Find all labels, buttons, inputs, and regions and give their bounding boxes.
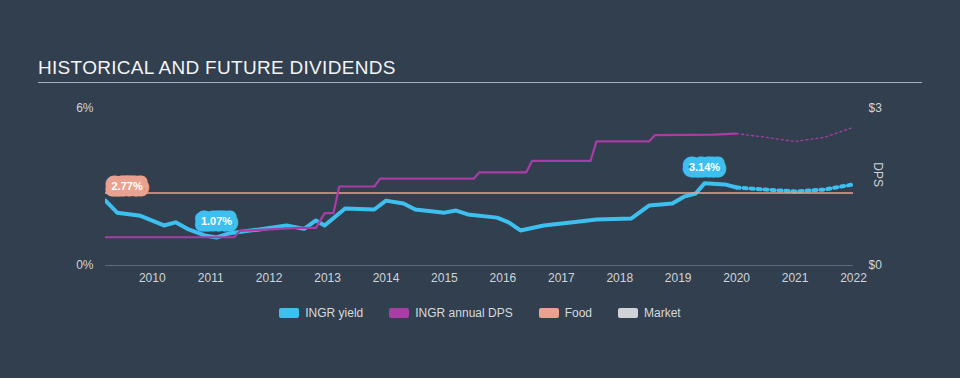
svg-text:2014: 2014 [373,271,400,285]
svg-text:$0: $0 [869,258,883,272]
svg-text:$3: $3 [869,101,883,115]
html-text:Food: Food [564,306,592,320]
svg-text:2017: 2017 [548,271,575,285]
svg-text:6%: 6% [76,101,94,115]
svg-text:3.14%: 3.14% [689,161,720,173]
svg-text:2018: 2018 [606,271,633,285]
svg-text:2022: 2022 [840,271,867,285]
svg-text:2011: 2011 [198,271,224,285]
svg-text:0%: 0% [76,258,94,272]
svg-text:2016: 2016 [490,271,517,285]
svg-text:1.07%: 1.07% [201,215,232,227]
svg-text:DPS: DPS [871,162,885,187]
svg-text:2010: 2010 [139,271,166,285]
svg-text:2019: 2019 [665,271,692,285]
svg-text:2013: 2013 [314,271,341,285]
svg-text:2012: 2012 [256,271,283,285]
svg-text:2015: 2015 [431,271,458,285]
svg-text:2020: 2020 [723,271,750,285]
html-text:INGR yield: INGR yield [305,306,364,320]
svg-text:2.77%: 2.77% [112,180,143,192]
html-text:Market: Market [644,306,681,320]
svg-text:2021: 2021 [782,271,809,285]
html-text:HISTORICAL AND FUTURE DIVIDEND: HISTORICAL AND FUTURE DIVIDENDS [38,57,396,78]
html-text:INGR annual DPS: INGR annual DPS [415,306,513,320]
